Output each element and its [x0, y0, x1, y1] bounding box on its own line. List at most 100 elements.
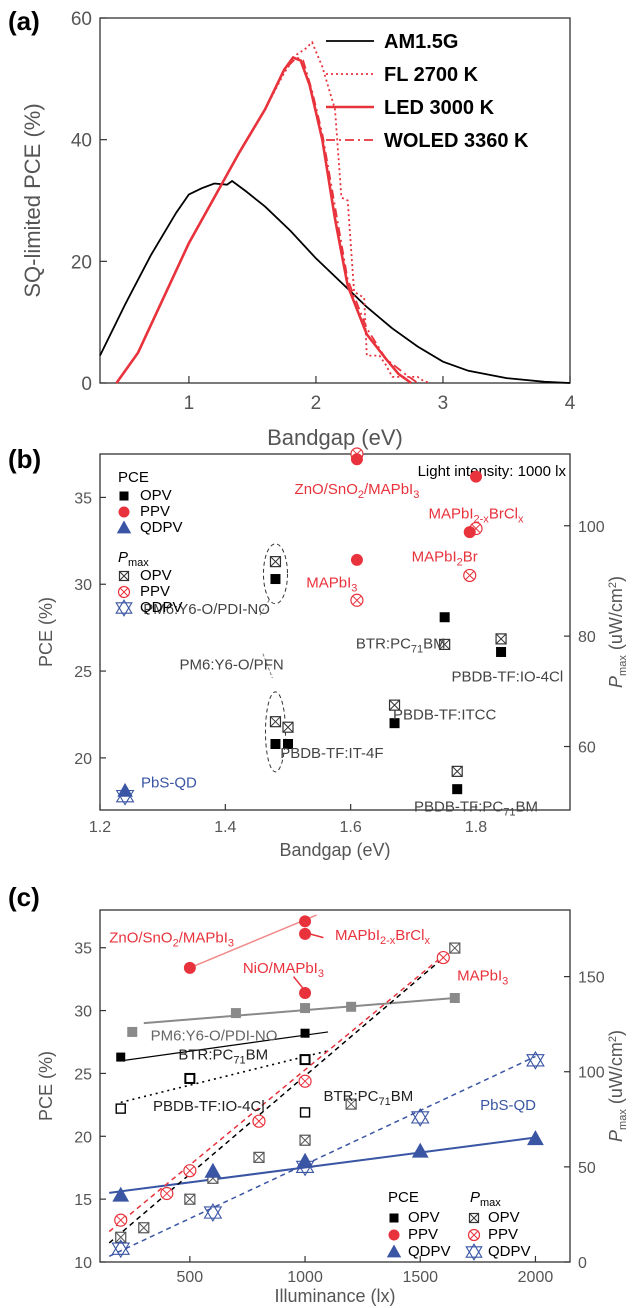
legend-label: WOLED 3360 K: [384, 130, 529, 152]
y-tick-label: 35: [74, 941, 92, 958]
xtri-marker-inv: [526, 1054, 545, 1070]
legend-entry: OPV: [140, 487, 172, 504]
xtri-marker: [111, 1239, 131, 1255]
xsquare-cross: [115, 1231, 127, 1243]
x-tick-label: 1500: [402, 1269, 438, 1286]
arrow-pfn: [262, 653, 273, 679]
annotation-label: MAPbI3: [306, 575, 357, 595]
x-axis-label: Bandgap (eV): [267, 425, 403, 450]
y2-tick-label: 100: [578, 1065, 605, 1082]
xtri-marker: [526, 1050, 545, 1067]
xtri-marker: [410, 1107, 430, 1124]
triangle-marker: [386, 1244, 402, 1258]
series-line-3: [115, 56, 419, 384]
annotation-label: PbS-QD: [480, 1097, 536, 1114]
legend-entry: QDPV: [140, 519, 183, 536]
circle-marker: [350, 453, 363, 466]
square-marker: [389, 1213, 399, 1223]
circle-marker: [299, 986, 312, 999]
series-line-0: [99, 179, 571, 384]
y-tick-label: 20: [74, 1129, 92, 1146]
legend-label: AM1.5G: [384, 31, 458, 53]
square-marker: [127, 1026, 138, 1037]
y2-tick-label: 50: [578, 1160, 596, 1177]
xsquare-cross: [451, 766, 463, 777]
x-tick-label: 4: [565, 393, 576, 414]
trend-ppv-pmax: [108, 951, 449, 1233]
y2-tick-label: 100: [578, 519, 605, 536]
plot-frame: [99, 909, 571, 1263]
xtri-marker-inv: [115, 602, 133, 617]
circle-marker: [118, 506, 130, 518]
square-marker: [270, 574, 281, 585]
xtri-marker: [115, 599, 133, 614]
triangle-marker: [112, 1186, 130, 1202]
trend-qd-pce: [109, 1136, 536, 1194]
square-marker: [439, 612, 450, 623]
legend-entry: PPV: [408, 1226, 438, 1243]
x-axis-label: Illuminance (lx): [274, 1286, 395, 1306]
xsquare-cross: [119, 571, 129, 581]
trend-pdi: [120, 1031, 329, 1062]
xtri-marker-inv: [111, 1242, 131, 1259]
x-tick-label: 2000: [518, 1269, 554, 1286]
annotation-label: PBDB-TF:IO-4Cl: [153, 1098, 265, 1115]
y2-tick-label: 60: [578, 740, 596, 757]
xtri-marker-inv: [465, 1246, 483, 1261]
y-tick-label: 10: [74, 1255, 92, 1272]
xsquare-cross: [270, 716, 281, 728]
y-axis-label: SQ-limited PCE (%): [20, 103, 45, 297]
x-tick-label: 1.8: [465, 819, 487, 836]
legend-pce-title: PCE: [118, 469, 149, 486]
square-marker: [346, 1001, 357, 1012]
arrow-mapbi2: [309, 933, 324, 939]
annotation-label: PM6:Y6-O/PDI-NO: [151, 1028, 278, 1045]
annotation-label: PbS-QD: [141, 774, 197, 791]
annotation-label: ZnO/SnO2/MAPbI3: [295, 481, 420, 501]
y-axis-label: PCE (%): [36, 1051, 56, 1121]
y-tick-label: 30: [74, 1004, 92, 1021]
x-axis-label: Bandgap (eV): [279, 840, 390, 860]
circle-marker: [350, 553, 363, 566]
xsquare-cross: [253, 1151, 265, 1163]
legend-entry: QDPV: [140, 599, 183, 616]
legend-label: LED 3000 K: [384, 97, 495, 119]
xtri-marker-inv: [410, 1111, 430, 1127]
light-intensity-note: Light intensity: 1000 lx: [418, 463, 567, 480]
legend-entry: PPV: [140, 503, 170, 520]
arrow-nio: [292, 976, 304, 989]
square-marker: [116, 1052, 126, 1062]
legend-entry: PPV: [488, 1226, 518, 1243]
y-tick-label: 60: [71, 9, 92, 30]
panel-label-b: (b): [8, 444, 41, 474]
square-marker: [452, 784, 463, 795]
y-tick-label: 20: [74, 751, 92, 768]
legend-label: FL 2700 K: [384, 64, 479, 86]
triangle-marker: [204, 1162, 222, 1178]
legend-entry: OPV: [140, 567, 172, 584]
x-tick-label: 1.2: [89, 819, 111, 836]
square-marker: [270, 739, 281, 750]
plot-frame: [99, 17, 571, 384]
plot-frame: [99, 453, 571, 811]
xtri-marker: [465, 1243, 483, 1258]
square-marker: [389, 718, 400, 729]
annotation-label: MAPbI2-xBrClx: [429, 505, 524, 525]
xcircle-cross: [438, 953, 448, 963]
xsquare-cross: [270, 556, 281, 567]
xcircle-cross: [119, 587, 129, 597]
xtri-marker: [203, 1203, 223, 1219]
annotation-label: BTR:PC71BM: [323, 1088, 413, 1108]
x-tick-label: 2: [311, 393, 322, 414]
legend-entry: PPV: [140, 583, 170, 600]
triangle-marker: [411, 1142, 429, 1158]
square-marker: [119, 491, 129, 501]
annotation-label: NiO/MAPbI3: [243, 960, 324, 980]
y-tick-label: 15: [74, 1192, 92, 1209]
square-marker: [300, 1028, 310, 1038]
x-tick-label: 500: [177, 1269, 204, 1286]
square-marker: [300, 1003, 311, 1014]
xtri-marker-inv: [203, 1206, 223, 1222]
y-tick-label: 35: [74, 490, 92, 507]
